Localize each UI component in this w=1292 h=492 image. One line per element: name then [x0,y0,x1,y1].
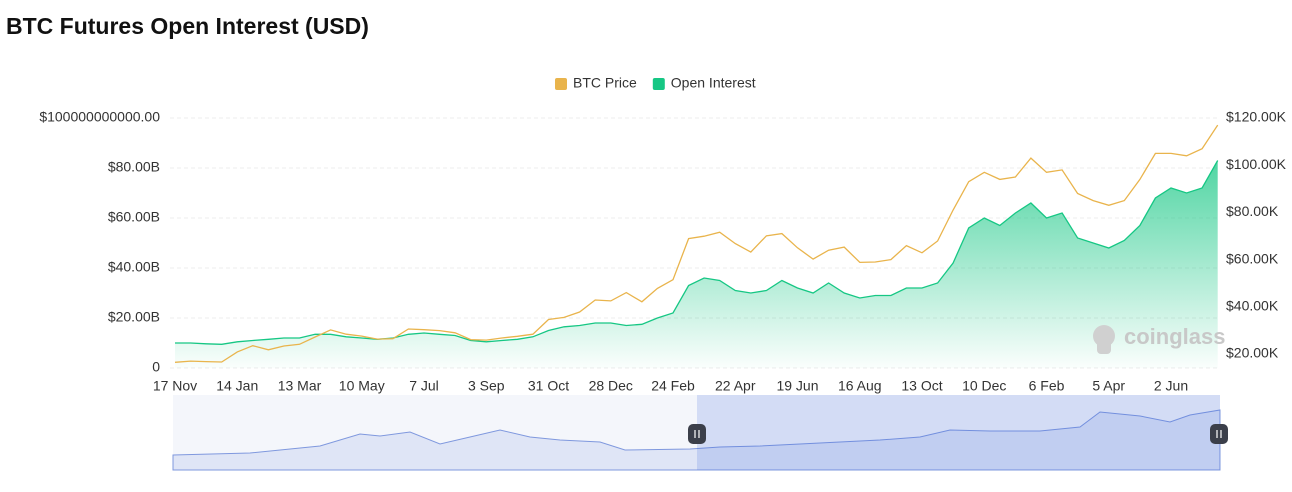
x-tick-label: 28 Dec [589,378,633,394]
x-tick-label: 13 Mar [278,378,322,394]
y2-tick-label: $100.00K [1226,156,1287,172]
y2-tick-label: $40.00K [1226,298,1279,314]
x-tick-label: 14 Jan [216,378,258,394]
x-tick-label: 22 Apr [715,378,756,394]
x-tick-label: 10 May [339,378,385,394]
x-tick-label: 19 Jun [776,378,818,394]
y-tick-label: $80.00B [108,159,160,175]
chart-title: BTC Futures Open Interest (USD) [6,13,369,39]
line [175,160,1219,345]
line [174,124,1219,363]
legend-label: Open Interest [671,75,756,91]
watermark-text: coinglass [1124,324,1225,349]
y-tick-label: $40.00B [108,259,160,275]
x-tick-label: 7 Jul [409,378,439,394]
y-tick-label: $100000000000.00 [39,109,160,125]
x-tick-label: 31 Oct [528,378,569,394]
x-tick-label: 10 Dec [962,378,1006,394]
legend-label: BTC Price [573,75,637,91]
y2-tick-label: $80.00K [1226,203,1279,219]
navigator [172,395,1228,471]
y2-tick-label: $120.00K [1226,109,1287,125]
legend-swatch [555,78,567,90]
y2-tick-label: $60.00K [1226,250,1279,266]
x-tick-label: 5 Apr [1092,378,1125,394]
watermark: coinglass [1093,324,1225,354]
x-tick-label: 6 Feb [1029,378,1065,394]
x-tick-label: 16 Aug [838,378,882,394]
y-tick-label: $20.00B [108,309,160,325]
x-tick-label: 13 Oct [901,378,942,394]
area [175,160,1218,368]
y2-tick-label: $20.00K [1226,345,1279,361]
x-tick-label: 24 Feb [651,378,695,394]
x-tick-label: 17 Nov [153,378,197,394]
y-tick-label: $60.00B [108,209,160,225]
legend-swatch [652,78,665,90]
y-tick-label: 0 [152,359,160,375]
x-tick-label: 3 Sep [468,378,505,394]
x-tick-label: 2 Jun [1154,378,1188,394]
